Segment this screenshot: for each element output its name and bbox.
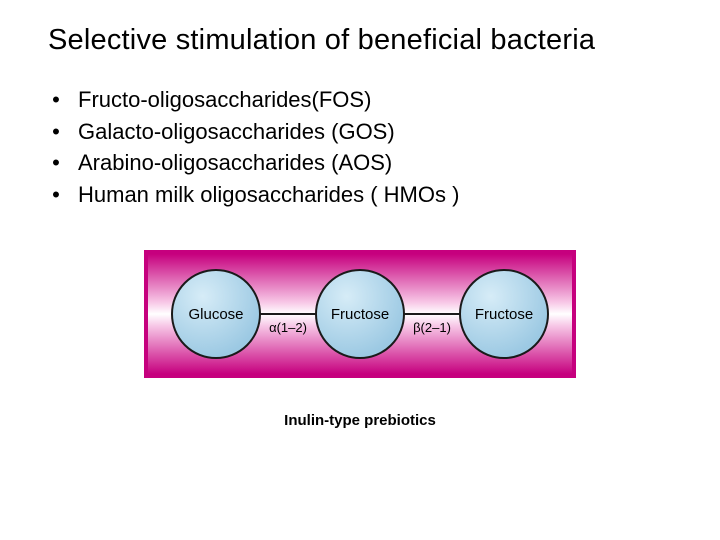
bullet-icon: • <box>52 180 60 210</box>
bullet-icon: • <box>52 148 60 178</box>
bullet-text: Fructo-oligosaccharides(FOS) <box>78 85 672 115</box>
list-item: • Human milk oligosaccharides ( HMOs ) <box>52 180 672 210</box>
diagram-caption: Inulin-type prebiotics <box>0 412 720 429</box>
bullet-icon: • <box>52 117 60 147</box>
svg-text:Fructose: Fructose <box>475 306 533 323</box>
molecule-diagram: α(1–2) β(2–1) Glucose Fructose Fructose <box>144 250 576 378</box>
bullet-icon: • <box>52 85 60 115</box>
list-item: • Galacto-oligosaccharides (GOS) <box>52 117 672 147</box>
bullet-text: Galacto-oligosaccharides (GOS) <box>78 117 672 147</box>
slide: Selective stimulation of beneficial bact… <box>0 0 720 540</box>
bullet-text: Human milk oligosaccharides ( HMOs ) <box>78 180 672 210</box>
svg-text:Fructose: Fructose <box>331 306 389 323</box>
slide-title: Selective stimulation of beneficial bact… <box>0 0 720 67</box>
svg-text:β(2–1): β(2–1) <box>413 320 451 335</box>
list-item: • Fructo-oligosaccharides(FOS) <box>52 85 672 115</box>
bullet-list: • Fructo-oligosaccharides(FOS) • Galacto… <box>0 67 720 210</box>
list-item: • Arabino-oligosaccharides (AOS) <box>52 148 672 178</box>
svg-text:Glucose: Glucose <box>188 306 243 323</box>
svg-text:α(1–2): α(1–2) <box>269 320 307 335</box>
diagram-container: α(1–2) β(2–1) Glucose Fructose Fructose <box>0 250 720 378</box>
bullet-text: Arabino-oligosaccharides (AOS) <box>78 148 672 178</box>
